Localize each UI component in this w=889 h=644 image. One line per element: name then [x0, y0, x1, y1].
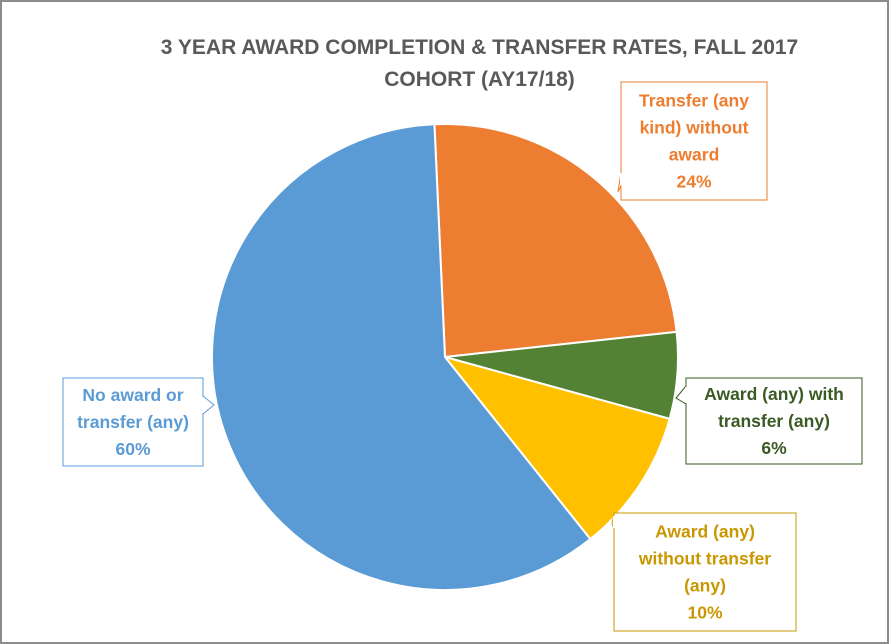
- data-label-award-without-transfer: Award (any) without transfer (any) 10%: [611, 512, 797, 632]
- data-label-pointer: [202, 394, 215, 416]
- data-label-text: award: [669, 145, 720, 165]
- data-label-no-award-or-transfer: No award or transfer (any) 60%: [62, 377, 215, 467]
- pie-slice-transfer-without-award: [433, 123, 678, 359]
- data-label-text: Award (any): [655, 522, 755, 542]
- data-label-award-with-transfer: Award (any) with transfer (any) 6%: [675, 377, 863, 465]
- chart-title-line-1: 3 YEAR AWARD COMPLETION & TRANSFER RATES…: [160, 36, 799, 59]
- data-label-percent: 10%: [687, 603, 722, 623]
- data-label-text: transfer (any): [77, 412, 189, 432]
- data-label-text: No award or: [82, 385, 183, 405]
- data-label-pointer: [675, 384, 687, 405]
- data-label-text: kind) without: [640, 118, 749, 138]
- data-label-text: transfer (any): [718, 411, 830, 431]
- data-label-transfer-without-award: Transfer (any kind) without award 24%: [617, 81, 768, 201]
- pie-slice-award-without-transfer: [442, 355, 671, 541]
- pie-callouts: Transfer (any kind) without award 24% Award …: [62, 81, 863, 632]
- data-label-box: [685, 377, 863, 465]
- data-label-text: Transfer (any: [639, 91, 749, 111]
- pie-slice-no-award-or-transfer: [211, 123, 592, 591]
- data-label-text: (any): [684, 576, 726, 596]
- chart-title-line-2: COHORT (AY17/18): [384, 68, 575, 91]
- chart-title: 3 YEAR AWARD COMPLETION & TRANSFER RATES…: [92, 32, 867, 96]
- data-label-text: without transfer: [638, 549, 771, 569]
- data-label-box: [613, 512, 797, 632]
- data-label-box: [62, 377, 204, 467]
- data-label-text: Award (any) with: [704, 384, 844, 404]
- data-label-percent: 60%: [115, 439, 150, 459]
- pie-slices: [211, 123, 679, 591]
- data-label-box: [620, 81, 768, 201]
- data-label-percent: 6%: [761, 438, 787, 458]
- data-label-percent: 24%: [676, 172, 711, 192]
